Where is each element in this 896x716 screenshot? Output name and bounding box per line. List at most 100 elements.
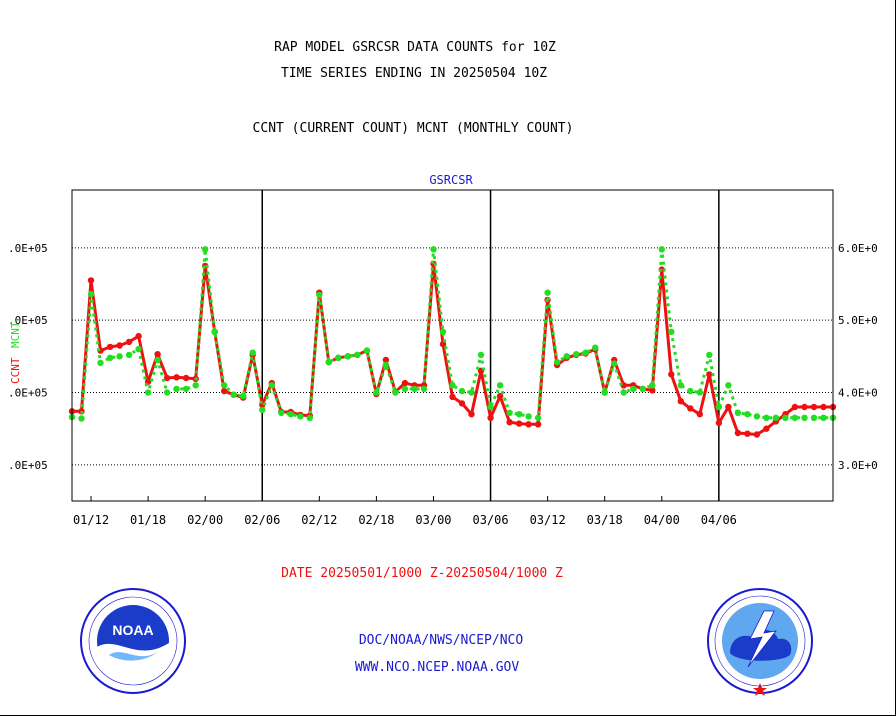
ccnt-point bbox=[525, 421, 532, 428]
mcnt-point bbox=[392, 389, 399, 396]
mcnt-point bbox=[782, 414, 789, 421]
mcnt-point bbox=[354, 351, 361, 359]
ccnt-point bbox=[401, 379, 409, 387]
mcnt-point bbox=[278, 409, 285, 416]
mcnt-point bbox=[668, 328, 675, 335]
mcnt-point bbox=[553, 358, 561, 366]
noaa-logo: NOAA bbox=[80, 588, 186, 694]
x-tick-label: 03/06 bbox=[472, 513, 508, 527]
ccnt-point bbox=[820, 403, 827, 411]
ccnt-point bbox=[668, 371, 675, 378]
x-tick-label: 02/18 bbox=[358, 513, 394, 527]
mcnt-point bbox=[630, 385, 637, 393]
mcnt-point bbox=[449, 382, 456, 389]
grid-layer bbox=[72, 190, 833, 501]
mcnt-point bbox=[306, 414, 313, 421]
ccnt-point bbox=[487, 414, 494, 421]
ccnt-point bbox=[449, 393, 456, 401]
ccnt-point bbox=[515, 420, 523, 427]
ccnt-point bbox=[496, 392, 504, 400]
mcnt-point bbox=[810, 414, 818, 421]
mcnt-point bbox=[563, 353, 570, 360]
ccnt-point bbox=[763, 425, 770, 432]
ccnt-point bbox=[649, 387, 656, 394]
y-axis-labels: CCNT MCNT bbox=[9, 321, 22, 384]
ccnt-point bbox=[801, 403, 808, 411]
ccnt-point bbox=[534, 421, 542, 428]
mcnt-point bbox=[382, 361, 390, 369]
noaa-logo-text: NOAA bbox=[112, 622, 153, 638]
series-layer bbox=[68, 246, 837, 438]
left-tick-label: .0E+05 bbox=[8, 459, 48, 472]
mcnt-point bbox=[363, 347, 371, 354]
plot-title: GSRCSR bbox=[429, 173, 473, 187]
label-layer: .0E+05 6.0E+0 .0E+05 5.0E+0 .0E+05 4.0E+0 .0E+… bbox=[8, 242, 878, 527]
ccnt-point bbox=[135, 332, 142, 340]
mcnt-point bbox=[458, 387, 466, 395]
left-tick-label: .0E+05 bbox=[8, 387, 48, 400]
ccnt-point bbox=[125, 338, 133, 346]
ccnt-point bbox=[725, 403, 732, 411]
mcnt-point bbox=[706, 351, 713, 359]
mcnt-point bbox=[344, 353, 352, 360]
ccnt-point bbox=[744, 430, 751, 437]
mcnt-point bbox=[658, 246, 665, 253]
ccnt-point bbox=[458, 400, 466, 407]
chart-title-line2: TIME SERIES ENDING IN 20250504 10Z bbox=[280, 66, 548, 81]
ccnt-point bbox=[753, 431, 761, 438]
mcnt-point bbox=[144, 389, 152, 396]
mcnt-point bbox=[154, 356, 161, 364]
mcnt-point bbox=[173, 385, 180, 393]
mcnt-point bbox=[287, 411, 294, 418]
mcnt-point bbox=[430, 246, 437, 253]
mcnt-point bbox=[715, 403, 723, 411]
x-tick-label: 01/12 bbox=[73, 513, 109, 527]
mcnt-point bbox=[677, 382, 684, 389]
mcnt-point bbox=[230, 391, 237, 398]
mcnt-point bbox=[221, 382, 228, 389]
mcnt-point bbox=[211, 328, 218, 335]
mcnt-point bbox=[373, 389, 380, 396]
mcnt-point bbox=[97, 359, 104, 367]
mcnt-point bbox=[163, 389, 171, 396]
left-tick-label: .0E+05 bbox=[8, 314, 48, 327]
right-tick-label: 4.0E+0 bbox=[838, 387, 878, 400]
ylabel-ccnt: CCNT bbox=[9, 357, 22, 384]
mcnt-point bbox=[78, 415, 85, 422]
mcnt-point bbox=[249, 349, 256, 356]
x-tick-label: 04/00 bbox=[644, 513, 680, 527]
right-tick-label: 3.0E+0 bbox=[838, 459, 878, 472]
mcnt-point bbox=[820, 414, 827, 421]
mcnt-point bbox=[182, 385, 190, 393]
mcnt-point bbox=[515, 411, 523, 418]
x-tick-label: 03/00 bbox=[415, 513, 451, 527]
mcnt-point bbox=[772, 414, 780, 421]
footer-org: DOC/NOAA/NWS/NCEP/NCO bbox=[358, 633, 524, 648]
mcnt-point bbox=[401, 385, 409, 393]
mcnt-point bbox=[753, 413, 761, 420]
ccnt-point bbox=[87, 277, 95, 284]
mcnt-point bbox=[477, 351, 485, 359]
mcnt-point bbox=[268, 382, 275, 389]
mcnt-point bbox=[240, 392, 247, 400]
x-tick-label: 02/12 bbox=[301, 513, 337, 527]
mcnt-point bbox=[639, 385, 646, 393]
mcnt-point bbox=[801, 414, 808, 421]
ccnt-point bbox=[173, 374, 180, 381]
mcnt-point bbox=[734, 409, 742, 416]
mcnt-point bbox=[411, 385, 418, 393]
ccnt-point bbox=[116, 342, 123, 349]
mcnt-point bbox=[496, 382, 504, 389]
ccnt-point bbox=[439, 340, 447, 348]
mcnt-point bbox=[116, 353, 123, 360]
plot-frame bbox=[71, 189, 834, 502]
chart-title-line1: RAP MODEL GSRCSR DATA COUNTS for 10Z bbox=[274, 40, 556, 55]
ylabel-mcnt: MCNT bbox=[9, 321, 22, 348]
x-tick-label: 03/12 bbox=[530, 513, 566, 527]
mcnt-point bbox=[439, 328, 447, 335]
mcnt-point bbox=[192, 382, 199, 389]
date-range-label: DATE 20250501/1000 Z-20250504/1000 Z bbox=[281, 566, 563, 581]
ccnt-point bbox=[468, 411, 475, 418]
mcnt-point bbox=[725, 382, 732, 389]
